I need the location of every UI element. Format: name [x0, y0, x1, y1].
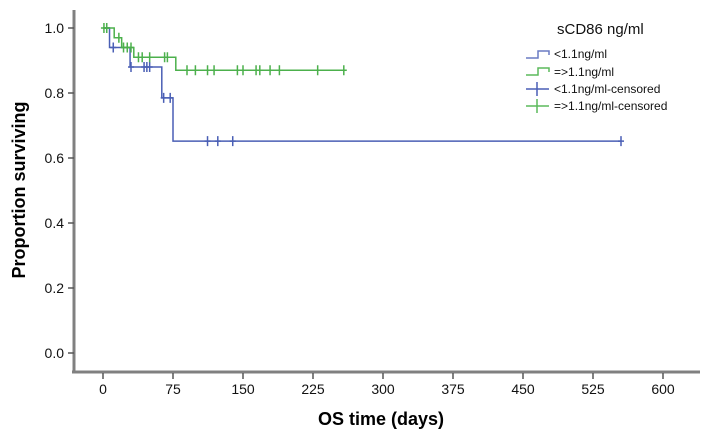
- censor-mark: [276, 65, 283, 76]
- legend-label: =>1.1ng/ml: [554, 65, 614, 79]
- x-tick-label: 225: [301, 381, 325, 397]
- censor-mark: [340, 65, 347, 76]
- censor-mark: [204, 65, 211, 76]
- censor-mark: [146, 52, 153, 63]
- x-tick-label: 600: [651, 381, 675, 397]
- censor-mark: [192, 65, 199, 76]
- legend-label: <1.1ng/ml: [554, 47, 607, 61]
- x-tick-label: 0: [99, 381, 107, 397]
- censor-mark: [211, 65, 218, 76]
- censor-mark: [164, 52, 171, 63]
- censor-mark: [139, 52, 146, 63]
- y-tick-label: 0.8: [45, 85, 65, 101]
- legend-swatch-step-blue: [526, 50, 550, 59]
- survival-curve: [103, 27, 621, 142]
- censor-mark: [128, 62, 134, 72]
- legend-swatch-censor-green: [526, 99, 549, 113]
- y-tick-label: 0.0: [45, 345, 65, 361]
- censor-mark: [128, 42, 134, 53]
- legend-swatch-censor-blue: [526, 82, 549, 96]
- y-axis-label: Proportion surviving: [9, 101, 29, 278]
- censor-mark: [256, 65, 263, 76]
- censor-mark: [160, 92, 167, 103]
- axes: [72, 10, 700, 374]
- censor-mark: [267, 65, 274, 76]
- censor-mark: [146, 62, 153, 72]
- legend-title: sCD86 ng/ml: [557, 21, 644, 38]
- censor-mark: [314, 65, 321, 76]
- y-tick-label: 0.4: [45, 215, 65, 231]
- x-axis-label: OS time (days): [318, 409, 444, 429]
- legend-label: =>1.1ng/ml-censored: [554, 99, 667, 113]
- y-tick-label: 1.0: [45, 20, 65, 36]
- y-tick-label: 0.2: [45, 280, 65, 296]
- censor-mark: [618, 136, 624, 147]
- x-tick-label: 525: [581, 381, 605, 397]
- x-tick-label: 375: [441, 381, 465, 397]
- censor-mark: [214, 136, 221, 147]
- survival-curve: [103, 27, 344, 71]
- censor-mark: [184, 65, 190, 76]
- x-tick-label: 75: [165, 381, 181, 397]
- series-1: [100, 23, 347, 76]
- censor-mark: [240, 65, 246, 76]
- legend-swatch-step-green: [526, 67, 550, 76]
- x-tick-label: 450: [511, 381, 535, 397]
- censor-mark: [103, 23, 110, 33]
- legend-label: <1.1ng/ml-censored: [554, 82, 660, 96]
- censor-mark: [229, 136, 236, 147]
- legend: sCD86 ng/ml <1.1ng/ml =>1.1ng/ml <1.1ng/…: [526, 21, 667, 113]
- y-tick-label: 0.6: [45, 150, 65, 166]
- censor-mark: [167, 92, 174, 103]
- series-0: [103, 23, 624, 147]
- censor-mark: [234, 65, 241, 76]
- x-tick-label: 150: [231, 381, 255, 397]
- censor-mark: [110, 42, 117, 53]
- censor-mark: [204, 136, 211, 147]
- censor-mark: [115, 32, 122, 43]
- x-tick-label: 300: [371, 381, 395, 397]
